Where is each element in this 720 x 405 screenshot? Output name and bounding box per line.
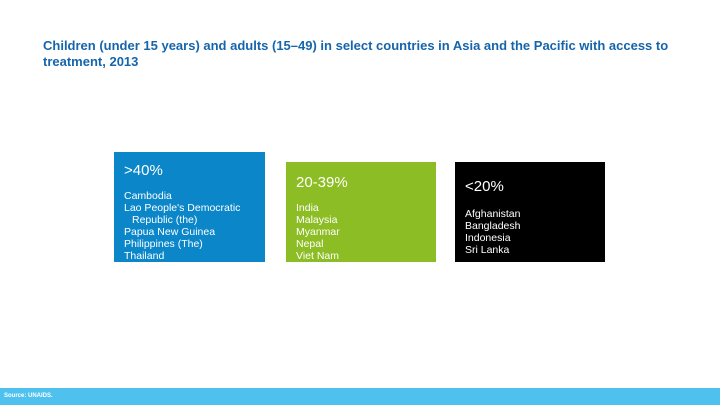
country-item: Cambodia bbox=[124, 190, 172, 202]
country-item: Myanmar bbox=[296, 226, 340, 238]
country-item: Thailand bbox=[124, 250, 165, 262]
country-item: Papua New Guinea bbox=[124, 226, 216, 238]
footer-bar: Source: UNAIDS. bbox=[0, 388, 720, 405]
country-item: Viet Nam bbox=[296, 250, 339, 262]
country-item: Lao People's Democratic bbox=[124, 202, 241, 214]
page-title: Children (under 15 years) and adults (15… bbox=[43, 38, 669, 69]
country-item: Nepal bbox=[296, 238, 324, 250]
card-under-20-percent: <20% Afghanistan Bangladesh Indonesia Sr… bbox=[455, 162, 605, 262]
country-item: Philippines (The) bbox=[124, 238, 203, 250]
country-item: Indonesia bbox=[465, 232, 511, 244]
country-item: Afghanistan bbox=[465, 208, 521, 220]
card-heading: 20-39% bbox=[296, 174, 348, 191]
card-heading: >40% bbox=[124, 162, 163, 179]
country-item: Sri Lanka bbox=[465, 244, 510, 256]
card-20-39-percent: 20-39% India Malaysia Myanmar Nepal Viet… bbox=[286, 162, 436, 262]
card-over-40-percent: >40% Cambodia Lao People's Democratic Re… bbox=[114, 152, 265, 262]
country-item: Malaysia bbox=[296, 214, 338, 226]
country-item: Republic (the) bbox=[132, 214, 198, 226]
country-item: Bangladesh bbox=[465, 220, 521, 232]
card-heading: <20% bbox=[465, 178, 504, 195]
country-item: India bbox=[296, 202, 319, 214]
source-note: Source: UNAIDS. bbox=[4, 393, 53, 399]
